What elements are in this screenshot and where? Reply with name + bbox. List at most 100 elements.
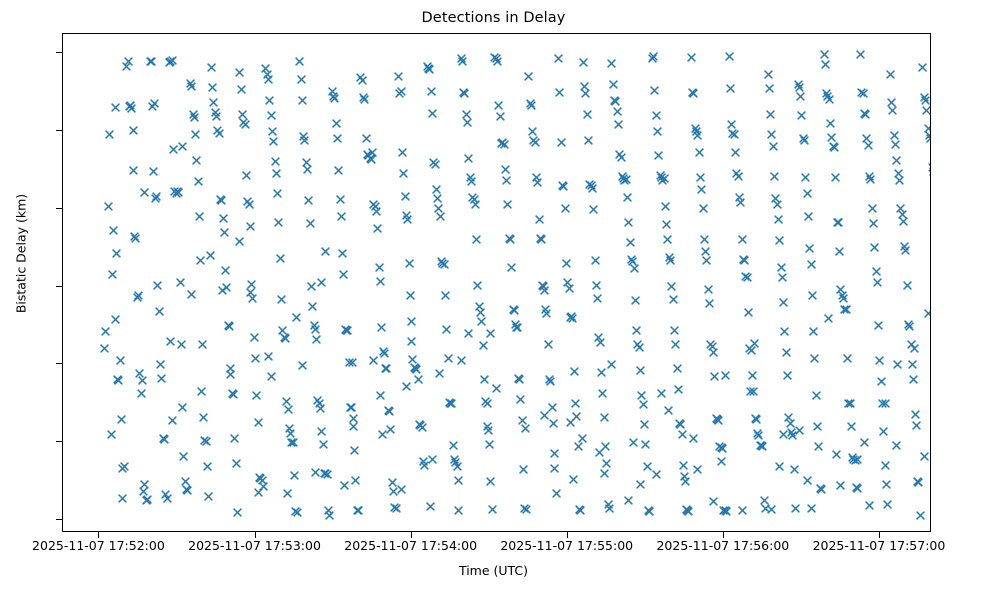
scatter-marker-x-icon [512,322,523,333]
scatter-marker-x-icon [511,322,522,333]
scatter-marker-x-icon [374,262,385,273]
scatter-marker-x-icon [346,402,357,413]
scatter-marker-x-icon [333,165,344,176]
scatter-marker-x-icon [156,373,167,384]
scatter-marker-x-icon [389,502,400,513]
scatter-marker-x-icon [132,292,143,303]
scatter-marker-x-icon [165,56,176,67]
scatter-marker-x-icon [271,168,282,179]
scatter-marker-x-icon [591,280,602,291]
x-tick-mark [254,532,256,538]
scatter-marker-x-icon [627,256,638,267]
scatter-marker-x-icon [199,435,210,446]
scatter-marker-x-icon [858,88,869,99]
scatter-marker-x-icon [266,110,277,121]
scatter-marker-x-icon [789,464,800,475]
scatter-marker-x-icon [795,91,806,102]
scatter-marker-x-icon [794,82,805,93]
scatter-marker-x-icon [631,325,642,336]
scatter-marker-x-icon [203,491,214,502]
scatter-marker-x-icon [130,233,141,244]
scatter-marker-x-icon [881,479,892,490]
scatter-marker-x-icon [499,139,510,150]
x-tick-mark [98,532,100,538]
scatter-marker-x-icon [891,440,902,451]
scatter-marker-x-icon [716,456,727,467]
scatter-marker-x-icon [720,370,731,381]
scatter-marker-x-icon [244,199,255,210]
scatter-marker-x-icon [210,107,221,118]
scatter-marker-x-icon [573,441,584,452]
scatter-marker-x-icon [647,53,658,64]
scatter-marker-x-icon [452,461,463,472]
scatter-marker-x-icon [833,217,844,228]
scatter-marker-x-icon [882,499,893,510]
scatter-marker-x-icon [513,373,524,384]
scatter-marker-x-icon [172,186,183,197]
scatter-marker-x-icon [804,243,815,254]
scatter-marker-x-icon [830,172,841,183]
scatter-marker-x-icon [264,95,275,106]
scatter-marker-x-icon [224,321,235,332]
scatter-marker-x-icon [930,192,931,203]
scatter-marker-x-icon [859,108,870,119]
scatter-marker-x-icon [698,203,709,214]
scatter-marker-x-icon [430,159,441,170]
scatter-marker-x-icon [145,56,156,67]
scatter-marker-x-icon [299,135,310,146]
scatter-marker-x-icon [799,135,810,146]
scatter-marker-x-icon [643,505,654,516]
scatter-marker-x-icon [461,109,472,120]
scatter-marker-x-icon [915,510,926,521]
scatter-marker-x-icon [340,324,351,335]
scatter-marker-x-icon [828,141,839,152]
scatter-marker-x-icon [292,507,303,518]
x-tick-mark [566,532,568,538]
scatter-marker-x-icon [283,404,294,415]
scatter-marker-x-icon [917,62,928,73]
scatter-marker-x-icon [813,441,824,452]
scatter-marker-x-icon [349,445,360,456]
scatter-marker-x-icon [405,290,416,301]
scatter-marker-x-icon [626,254,637,265]
scatter-marker-x-icon [592,293,603,304]
scatter-marker-x-icon [319,468,330,479]
scatter-marker-x-icon [358,92,369,103]
scatter-marker-x-icon [406,336,417,347]
scatter-marker-x-icon [530,137,541,148]
scatter-marker-x-icon [491,53,502,64]
scatter-marker-x-icon [769,171,780,182]
scatter-marker-x-icon [553,53,564,64]
scatter-marker-x-icon [242,196,253,207]
scatter-marker-x-icon [237,109,248,120]
scatter-marker-x-icon [599,412,610,423]
scatter-marker-x-icon [335,194,346,205]
scatter-marker-x-icon [476,316,487,327]
scatter-marker-x-icon [569,366,580,377]
scatter-marker-x-icon [848,454,859,465]
scatter-marker-x-icon [558,181,569,192]
scatter-marker-x-icon [397,147,408,158]
scatter-marker-x-icon [651,110,662,121]
scatter-marker-x-icon [453,505,464,516]
scatter-marker-x-icon [561,258,572,269]
scatter-marker-x-icon [636,390,647,401]
scatter-marker-x-icon [897,209,908,220]
scatter-marker-x-icon [878,426,889,437]
scatter-marker-x-icon [774,461,785,472]
scatter-marker-x-icon [623,217,634,228]
scatter-marker-x-icon [484,439,495,450]
scatter-marker-x-icon [361,133,372,144]
scatter-marker-x-icon [841,304,852,315]
scatter-marker-x-icon [679,471,690,482]
scatter-marker-x-icon [864,171,875,182]
scatter-marker-x-icon [845,398,856,409]
scatter-marker-x-icon [538,281,549,292]
scatter-marker-x-icon [368,355,379,366]
scatter-marker-x-icon [729,129,740,140]
scatter-marker-x-icon [211,111,222,122]
scatter-marker-x-icon [680,476,691,487]
scatter-marker-x-icon [601,458,612,469]
scatter-marker-x-icon [525,98,536,109]
scatter-marker-x-icon [322,469,333,480]
